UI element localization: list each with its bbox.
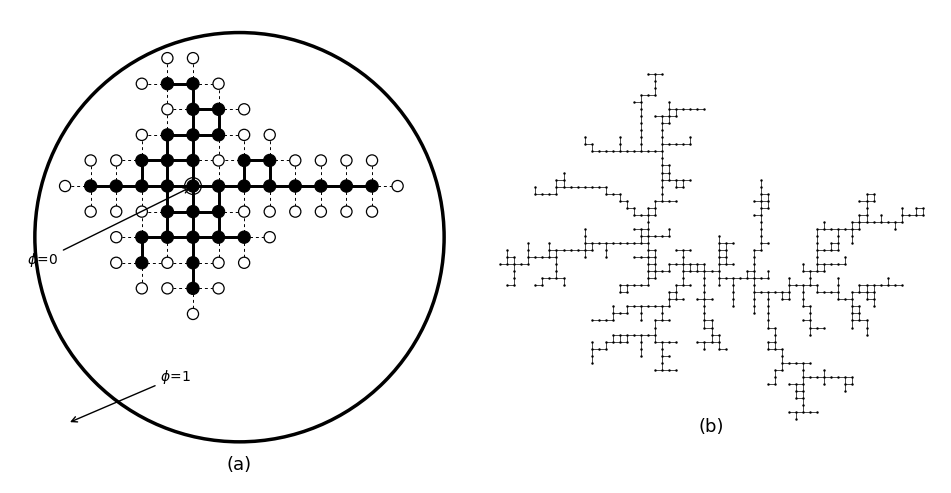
Circle shape [136, 129, 147, 141]
Circle shape [212, 103, 224, 115]
Circle shape [315, 180, 327, 192]
Circle shape [136, 206, 147, 217]
Circle shape [85, 180, 97, 192]
Circle shape [85, 155, 96, 166]
Circle shape [162, 104, 173, 115]
Circle shape [136, 180, 147, 192]
Circle shape [162, 231, 173, 243]
Circle shape [187, 231, 199, 243]
Circle shape [392, 180, 403, 192]
Circle shape [162, 257, 173, 268]
Text: (a): (a) [227, 457, 252, 474]
Circle shape [238, 231, 250, 243]
Circle shape [290, 155, 301, 166]
Circle shape [264, 129, 275, 141]
Circle shape [366, 180, 378, 192]
Circle shape [162, 206, 173, 218]
Circle shape [110, 257, 122, 268]
Circle shape [162, 180, 173, 192]
Circle shape [110, 180, 123, 192]
Circle shape [239, 206, 250, 217]
Circle shape [187, 129, 199, 141]
Circle shape [110, 232, 122, 243]
Circle shape [110, 206, 122, 217]
Circle shape [239, 104, 250, 115]
Circle shape [239, 257, 250, 268]
Text: (b): (b) [699, 419, 725, 436]
Circle shape [213, 155, 224, 166]
Circle shape [238, 154, 250, 167]
Circle shape [60, 180, 70, 192]
Text: $\phi\!=\!0$: $\phi\!=\!0$ [27, 188, 189, 270]
Circle shape [187, 206, 199, 218]
Circle shape [187, 103, 199, 115]
Circle shape [162, 53, 173, 64]
Circle shape [213, 283, 224, 294]
Circle shape [162, 78, 173, 90]
Circle shape [110, 155, 122, 166]
Circle shape [187, 53, 199, 64]
Circle shape [316, 206, 326, 217]
Circle shape [136, 257, 147, 269]
Circle shape [187, 257, 199, 269]
Circle shape [136, 78, 147, 89]
Circle shape [289, 180, 301, 192]
Circle shape [187, 78, 199, 90]
Circle shape [366, 155, 378, 166]
Text: $\phi\!=\!1$: $\phi\!=\!1$ [71, 368, 192, 422]
Circle shape [187, 282, 199, 294]
Circle shape [212, 206, 224, 218]
Circle shape [136, 231, 147, 243]
Circle shape [213, 78, 224, 89]
Circle shape [212, 231, 224, 243]
Circle shape [290, 206, 301, 217]
Circle shape [162, 154, 173, 167]
Circle shape [212, 180, 224, 192]
Circle shape [239, 129, 250, 141]
Circle shape [264, 206, 275, 217]
Circle shape [263, 154, 276, 167]
Circle shape [340, 180, 353, 192]
Circle shape [316, 155, 326, 166]
Circle shape [162, 129, 173, 141]
Circle shape [213, 257, 224, 268]
Circle shape [340, 206, 352, 217]
Circle shape [263, 180, 276, 192]
Circle shape [264, 232, 275, 243]
Circle shape [85, 206, 96, 217]
Circle shape [136, 283, 147, 294]
Circle shape [162, 283, 173, 294]
Circle shape [187, 154, 199, 167]
Circle shape [187, 308, 199, 319]
Circle shape [366, 206, 378, 217]
Circle shape [136, 154, 147, 167]
Circle shape [187, 180, 199, 192]
Circle shape [340, 155, 352, 166]
Circle shape [212, 129, 224, 141]
Circle shape [238, 180, 250, 192]
